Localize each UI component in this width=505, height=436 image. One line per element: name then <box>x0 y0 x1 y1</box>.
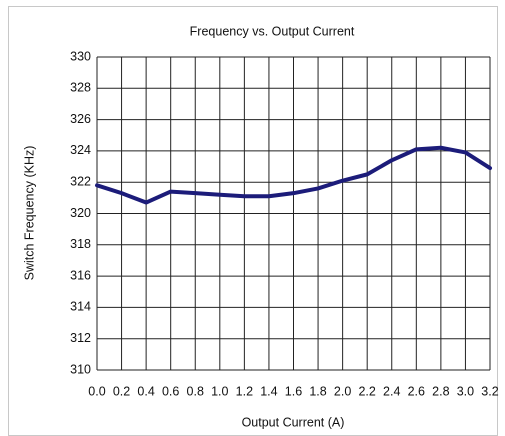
data-line <box>95 145 492 205</box>
x-tick-label: 2.6 <box>408 384 425 398</box>
x-tick-label: 0.2 <box>113 384 130 398</box>
x-tick-label: 1.4 <box>260 384 277 398</box>
x-tick-label: 1.2 <box>236 384 253 398</box>
x-tick-label: 1.0 <box>211 384 228 398</box>
y-tick-label: 312 <box>70 331 91 345</box>
y-tick-label: 310 <box>70 362 91 376</box>
x-tick-label: 0.4 <box>137 384 154 398</box>
y-tick-label: 326 <box>70 112 91 126</box>
y-tick-label: 328 <box>70 81 91 95</box>
y-tick-label: 318 <box>70 237 91 251</box>
x-axis-label: Output Current (A) <box>242 415 345 429</box>
x-tick-label: 2.0 <box>334 384 351 398</box>
chart-title: Frequency vs. Output Current <box>190 24 355 38</box>
x-tick-label: 2.4 <box>383 384 400 398</box>
y-tick-label: 324 <box>70 143 91 157</box>
y-tick-label: 314 <box>70 300 91 314</box>
x-tick-label: 0.8 <box>187 384 204 398</box>
x-tick-label: 2.2 <box>358 384 375 398</box>
y-tick-label: 322 <box>70 174 91 188</box>
x-tick-label: 3.2 <box>481 384 498 398</box>
x-tick-label: 0.6 <box>162 384 179 398</box>
x-tick-label: 1.6 <box>285 384 302 398</box>
x-tick-label: 2.8 <box>432 384 449 398</box>
x-tick-label: 3.0 <box>457 384 474 398</box>
y-axis-label: Switch Frequency (KHz) <box>22 146 36 281</box>
y-tick-label: 330 <box>70 49 91 63</box>
y-tick-label: 316 <box>70 268 91 282</box>
x-tick-label: 0.0 <box>88 384 105 398</box>
x-tick-label: 1.8 <box>309 384 326 398</box>
y-tick-label: 320 <box>70 206 91 220</box>
